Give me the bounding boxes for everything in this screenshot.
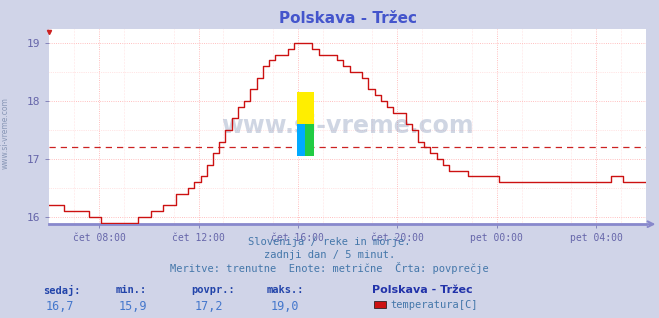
Text: 15,9: 15,9: [119, 300, 147, 313]
Text: Polskava - Tržec: Polskava - Tržec: [372, 285, 473, 294]
Text: maks.:: maks.:: [267, 285, 304, 294]
Text: 16,7: 16,7: [46, 300, 74, 313]
Text: sedaj:: sedaj:: [43, 285, 80, 296]
Text: 17,2: 17,2: [194, 300, 223, 313]
Bar: [297, 92, 314, 124]
Text: zadnji dan / 5 minut.: zadnji dan / 5 minut.: [264, 250, 395, 259]
Title: Polskava - Tržec: Polskava - Tržec: [279, 11, 416, 26]
Text: temperatura[C]: temperatura[C]: [390, 300, 478, 309]
Bar: [305, 124, 314, 156]
Text: Slovenija / reke in morje.: Slovenija / reke in morje.: [248, 237, 411, 247]
Text: min.:: min.:: [115, 285, 146, 294]
Text: www.si-vreme.com: www.si-vreme.com: [1, 98, 10, 169]
Text: povpr.:: povpr.:: [191, 285, 235, 294]
Text: www.si-vreme.com: www.si-vreme.com: [221, 114, 474, 138]
Text: 19,0: 19,0: [270, 300, 299, 313]
Text: Meritve: trenutne  Enote: metrične  Črta: povprečje: Meritve: trenutne Enote: metrične Črta: …: [170, 262, 489, 274]
Bar: [297, 124, 305, 156]
